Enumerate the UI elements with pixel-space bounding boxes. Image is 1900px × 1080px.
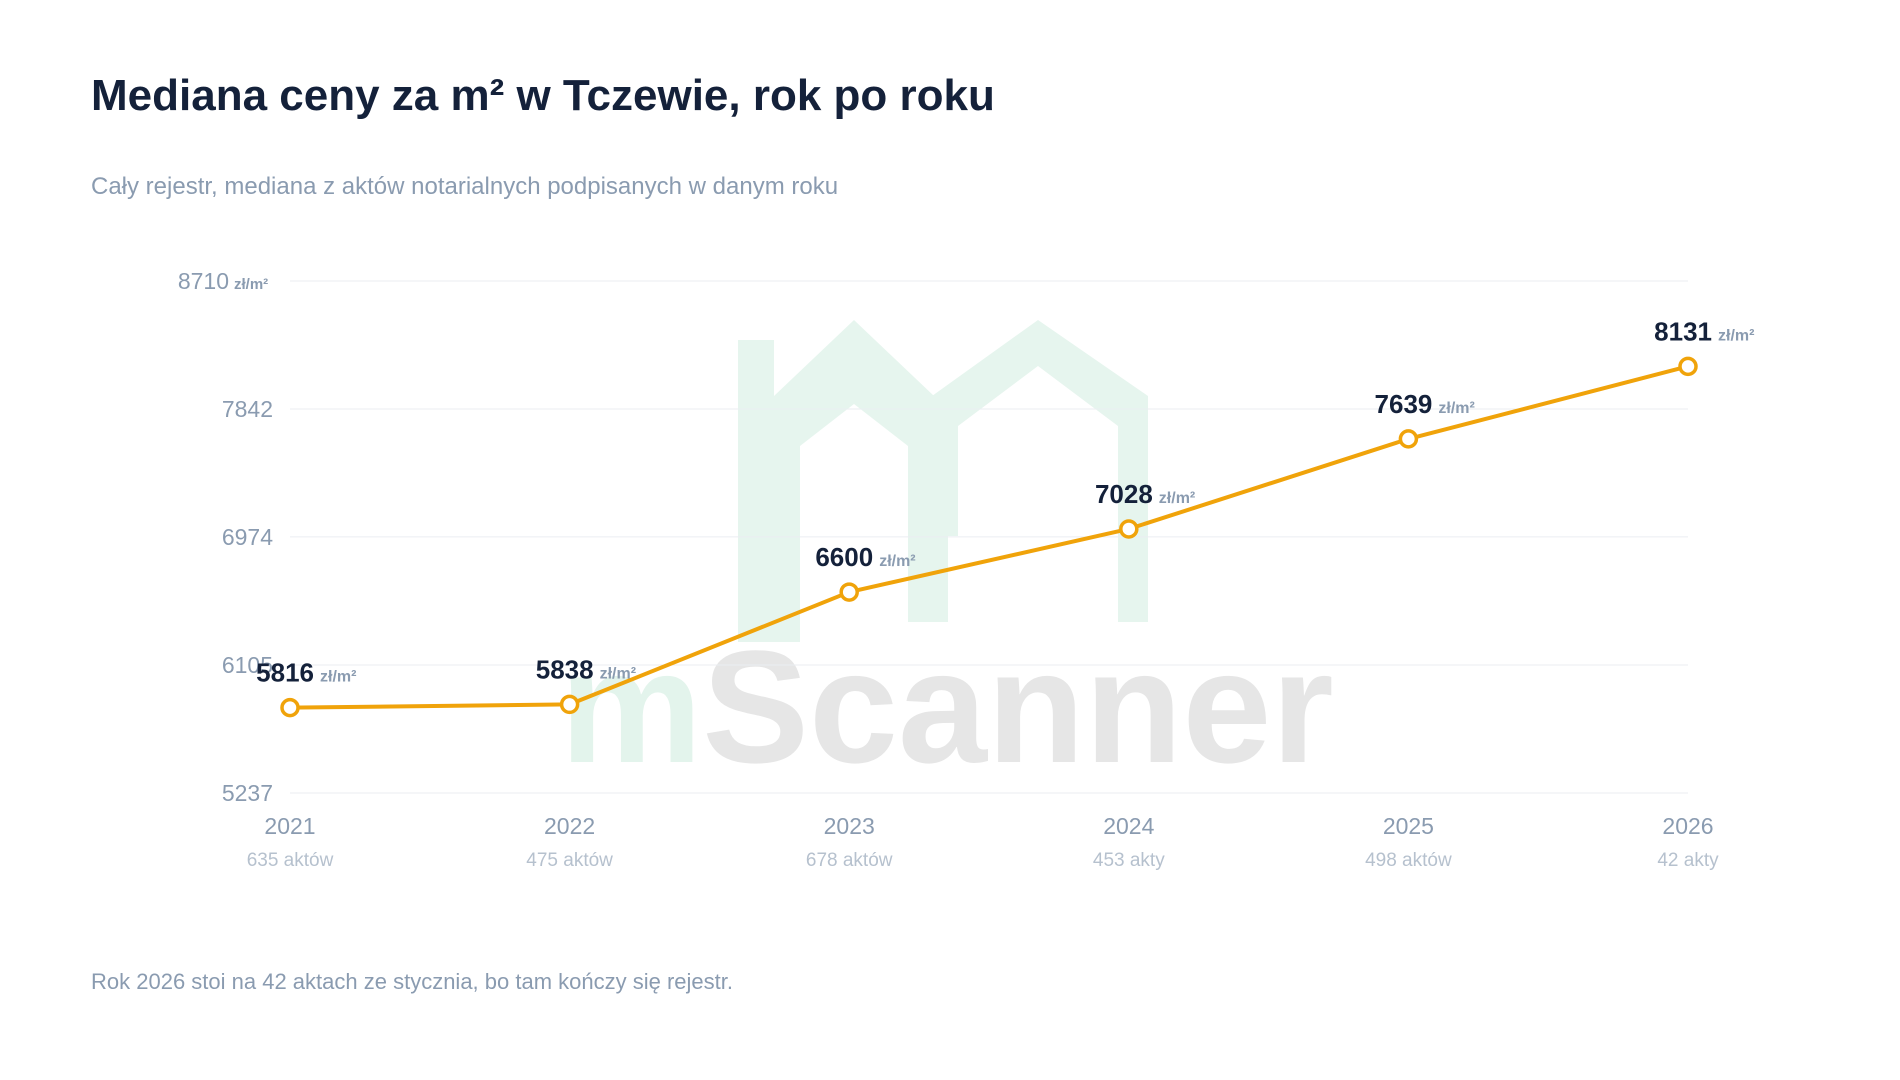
- point: [1398, 429, 1419, 449]
- watermark-part: Scanner: [702, 617, 1333, 796]
- x-tick-label: 2021: [264, 813, 315, 839]
- value-unit: zł/m²: [320, 669, 356, 686]
- y-tick-label: 5237: [222, 780, 273, 806]
- x-tick-note: 498 aktów: [1365, 850, 1452, 871]
- x-tick-note: 678 aktów: [806, 850, 893, 871]
- value-label: 5816: [256, 658, 314, 688]
- watermark-logo: [738, 320, 1148, 642]
- y-tick-label: 7842: [222, 396, 273, 422]
- value-unit: zł/m²: [879, 553, 915, 570]
- x-tick-note: 475 aktów: [526, 850, 613, 871]
- value-unit: zł/m²: [600, 665, 636, 682]
- point: [1678, 356, 1698, 377]
- value-unit: zł/m²: [1159, 490, 1195, 507]
- watermark-part: m: [560, 617, 702, 796]
- value-label: 7028: [1095, 479, 1153, 509]
- x-tick-note: 453 akty: [1093, 850, 1165, 871]
- value-unit: zł/m²: [1438, 400, 1474, 417]
- y-tick-label: 6974: [222, 524, 273, 550]
- chart-subtitle: Cały rejestr, mediana z aktów notarialny…: [91, 173, 838, 200]
- point: [559, 694, 580, 715]
- y-tick-label: 8710: [178, 268, 229, 294]
- point: [280, 697, 300, 718]
- x-tick-note: 635 aktów: [247, 850, 334, 871]
- value-label: 6600: [815, 542, 873, 572]
- x-tick-label: 2025: [1383, 813, 1434, 839]
- value-label: 5838: [536, 654, 594, 684]
- series-line: [289, 364, 1689, 710]
- value-label: 8131: [1654, 316, 1712, 346]
- value-unit: zł/m²: [1718, 327, 1754, 344]
- x-tick-label: 2024: [1103, 813, 1154, 839]
- point: [839, 582, 859, 602]
- x-tick-label: 2026: [1662, 813, 1713, 839]
- y-tick-unit: zł/m²: [234, 276, 268, 293]
- point: [1119, 519, 1139, 539]
- footnote: Rok 2026 stoi na 42 aktach ze stycznia, …: [91, 969, 733, 994]
- chart-title: Mediana ceny za m² w Tczewie, rok po rok…: [91, 71, 995, 120]
- watermark: mScanner: [560, 617, 1334, 796]
- value-label: 7639: [1375, 389, 1433, 419]
- x-tick-note: 42 akty: [1657, 850, 1719, 871]
- x-tick-label: 2023: [824, 813, 875, 839]
- x-tick-label: 2022: [544, 813, 595, 839]
- y-tick-label: 6105: [222, 652, 273, 678]
